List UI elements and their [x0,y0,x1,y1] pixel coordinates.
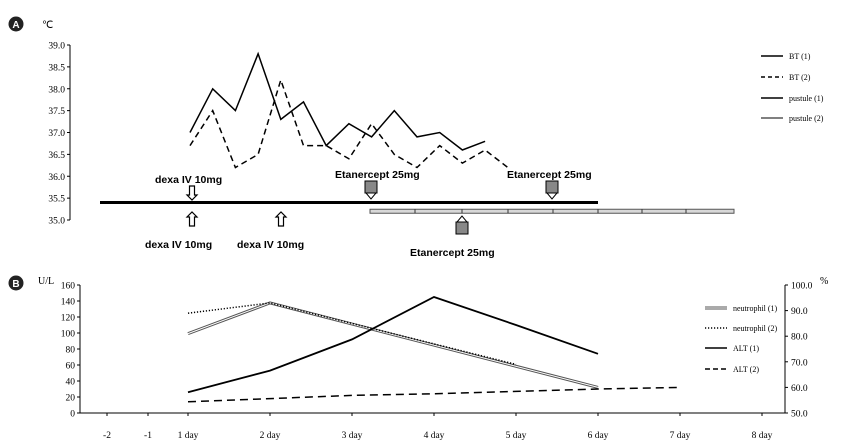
arrow-head [545,192,559,200]
annotation-label: dexa IV 10mg [155,174,222,186]
y-unit-right-b: % [820,276,828,287]
series-line-neutrophil-1-inner [187,302,599,388]
panel-b-badge: B [8,275,24,291]
y-tick-label-right-b: 90.0 [791,307,808,317]
arrow-shape [185,211,199,227]
y-unit-a: ℃ [42,20,53,31]
arrow-shape [185,185,199,201]
legend-label-a: pustule (1) [789,94,824,103]
series-line-neutrophil-1-outer [187,301,599,389]
legend-label-b: ALT (2) [733,365,759,374]
series-line-alt-2- [187,386,681,403]
x-tick-label-b: -1 [144,431,152,441]
panel-a-chart: 39.0 38.5 38.0 37.5 37.0 36.5 36.0 35.5 35.0 ℃ BT … [42,20,824,259]
annotation-label: Etanercept 25mg [507,169,592,181]
x-tick-label-b: 5 day [506,431,527,441]
dexa-arrow-icon [274,211,288,227]
y-tick-label-a: 35.0 [48,217,65,227]
etanercept-arrow-icon [455,215,469,235]
y-tick-label-a: 37.0 [48,129,65,139]
y-tick-label-right-b: 60.0 [791,384,808,394]
panel-a-label: A [12,20,19,31]
etanercept-box [545,180,559,194]
panel-b-label: B [12,279,19,290]
y-tick-label-left-b: 40 [66,378,76,388]
x-tick-label-b: 8 day [752,431,773,441]
series-line-neutrophil-2- [187,302,517,366]
y-unit-left-b: U/L [38,276,54,287]
y-tick-label-left-b: 160 [61,282,76,292]
legend-label-b: ALT (1) [733,344,759,353]
y-tick-label-a: 36.0 [48,173,65,183]
y-tick-label-left-b: 20 [66,394,76,404]
y-tick-label-left-b: 100 [61,330,76,340]
legend-label-a: pustule (2) [789,114,824,123]
dexa-arrow-icon [185,185,199,201]
y-tick-label-a: 35.5 [48,195,65,205]
legend-label-a: BT (2) [789,73,811,82]
y-tick-label-left-b: 60 [66,362,76,372]
etanercept-arrow-icon [545,180,559,200]
y-tick-label-right-b: 50.0 [791,410,808,420]
annotation-label: Etanercept 25mg [335,169,420,181]
x-tick-label-b: 2 day [260,431,281,441]
y-tick-label-left-b: 140 [61,298,76,308]
x-tick-label-b: 4 day [424,431,445,441]
x-tick-label-b: 3 day [342,431,363,441]
y-tick-label-left-b: 120 [61,314,76,324]
series-line-bt-2 [189,77,509,169]
y-tick-label-a: 38.5 [48,63,65,73]
annotation-label: Etanercept 25mg [410,247,495,259]
y-tick-label-left-b: 0 [70,410,75,420]
etanercept-box [364,180,378,194]
x-tick-label-b: -2 [103,431,111,441]
legend-label-b: neutrophil (1) [733,304,778,313]
legend-label-a: BT (1) [789,52,811,61]
x-tick-label-b: 7 day [670,431,691,441]
x-tick-label-b: 6 day [588,431,609,441]
annotation-label: dexa IV 10mg [145,239,212,251]
arrow-shape [274,211,288,227]
etanercept-arrow-icon [364,180,378,200]
series-line-bt-1 [189,51,486,151]
y-tick-label-a: 36.5 [48,151,65,161]
series-line-alt-1- [187,296,599,394]
panel-b-chart: 160 140 120 100 80 60 40 20 0 100.0 90.0 80.0 70.0 60… [38,276,828,441]
y-tick-label-right-b: 100.0 [791,282,813,292]
panel-a-badge: A [8,16,24,32]
pustule-2-bar [369,208,735,214]
x-tick-label-b: 1 day [178,431,199,441]
etanercept-box [455,221,469,235]
y-tick-label-a: 37.5 [48,107,65,117]
y-tick-label-left-b: 80 [66,346,76,356]
y-tick-label-a: 38.0 [48,85,65,95]
y-tick-label-a: 39.0 [48,42,65,52]
y-tick-label-right-b: 70.0 [791,358,808,368]
dexa-arrow-icon [185,211,199,227]
arrow-head [455,215,469,223]
annotation-label: dexa IV 10mg [237,239,304,251]
arrow-head [364,192,378,200]
legend-label-b: neutrophil (2) [733,324,778,333]
y-tick-label-right-b: 80.0 [791,333,808,343]
